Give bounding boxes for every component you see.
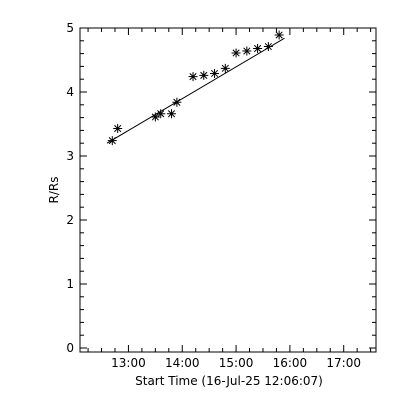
y-tick-label: 5	[66, 21, 74, 35]
y-tick-label: 2	[66, 213, 74, 227]
asterisk-marker	[150, 112, 160, 122]
data-point	[172, 97, 182, 107]
data-point	[107, 136, 117, 146]
x-tick-label: 15:00	[219, 356, 254, 370]
data-point	[188, 72, 198, 82]
x-tick-label: 17:00	[326, 356, 361, 370]
x-tick-label: 13:00	[111, 356, 146, 370]
data-point	[242, 46, 252, 56]
data-point	[231, 48, 241, 58]
asterisk-marker	[242, 46, 252, 56]
x-tick-label: 16:00	[273, 356, 308, 370]
y-axis-ticks: 0 1 2 3 4 5	[66, 21, 376, 355]
y-axis-title: R/Rs	[47, 177, 61, 204]
data-point	[220, 63, 230, 73]
x-axis-title: Start Time (16-Jul-25 12:06:07)	[135, 374, 323, 388]
data-point	[199, 70, 209, 80]
asterisk-marker	[113, 123, 123, 133]
asterisk-marker	[231, 48, 241, 58]
data-point	[113, 123, 123, 133]
asterisk-marker	[107, 136, 117, 146]
data-point	[166, 109, 176, 119]
asterisk-marker	[199, 70, 209, 80]
data-points	[107, 30, 284, 146]
y-tick-label: 4	[66, 85, 74, 99]
asterisk-marker	[188, 72, 198, 82]
data-point	[210, 68, 220, 78]
y-tick-label: 3	[66, 149, 74, 163]
data-point	[156, 109, 166, 119]
y-tick-label: 1	[66, 277, 74, 291]
y-tick-label: 0	[66, 341, 74, 355]
data-point	[263, 42, 273, 52]
asterisk-marker	[274, 30, 284, 40]
asterisk-marker	[220, 63, 230, 73]
asterisk-marker	[166, 109, 176, 119]
data-point	[253, 43, 263, 53]
x-tick-label: 14:00	[165, 356, 200, 370]
fit-line	[106, 37, 285, 144]
asterisk-marker	[210, 68, 220, 78]
data-point	[150, 112, 160, 122]
data-point	[274, 30, 284, 40]
asterisk-marker	[253, 43, 263, 53]
x-axis-ticks: 13:00 14:00 15:00 16:00 17:00	[87, 28, 372, 370]
plot-frame	[79, 27, 377, 353]
asterisk-marker	[172, 97, 182, 107]
asterisk-marker	[263, 42, 273, 52]
asterisk-marker	[156, 109, 166, 119]
